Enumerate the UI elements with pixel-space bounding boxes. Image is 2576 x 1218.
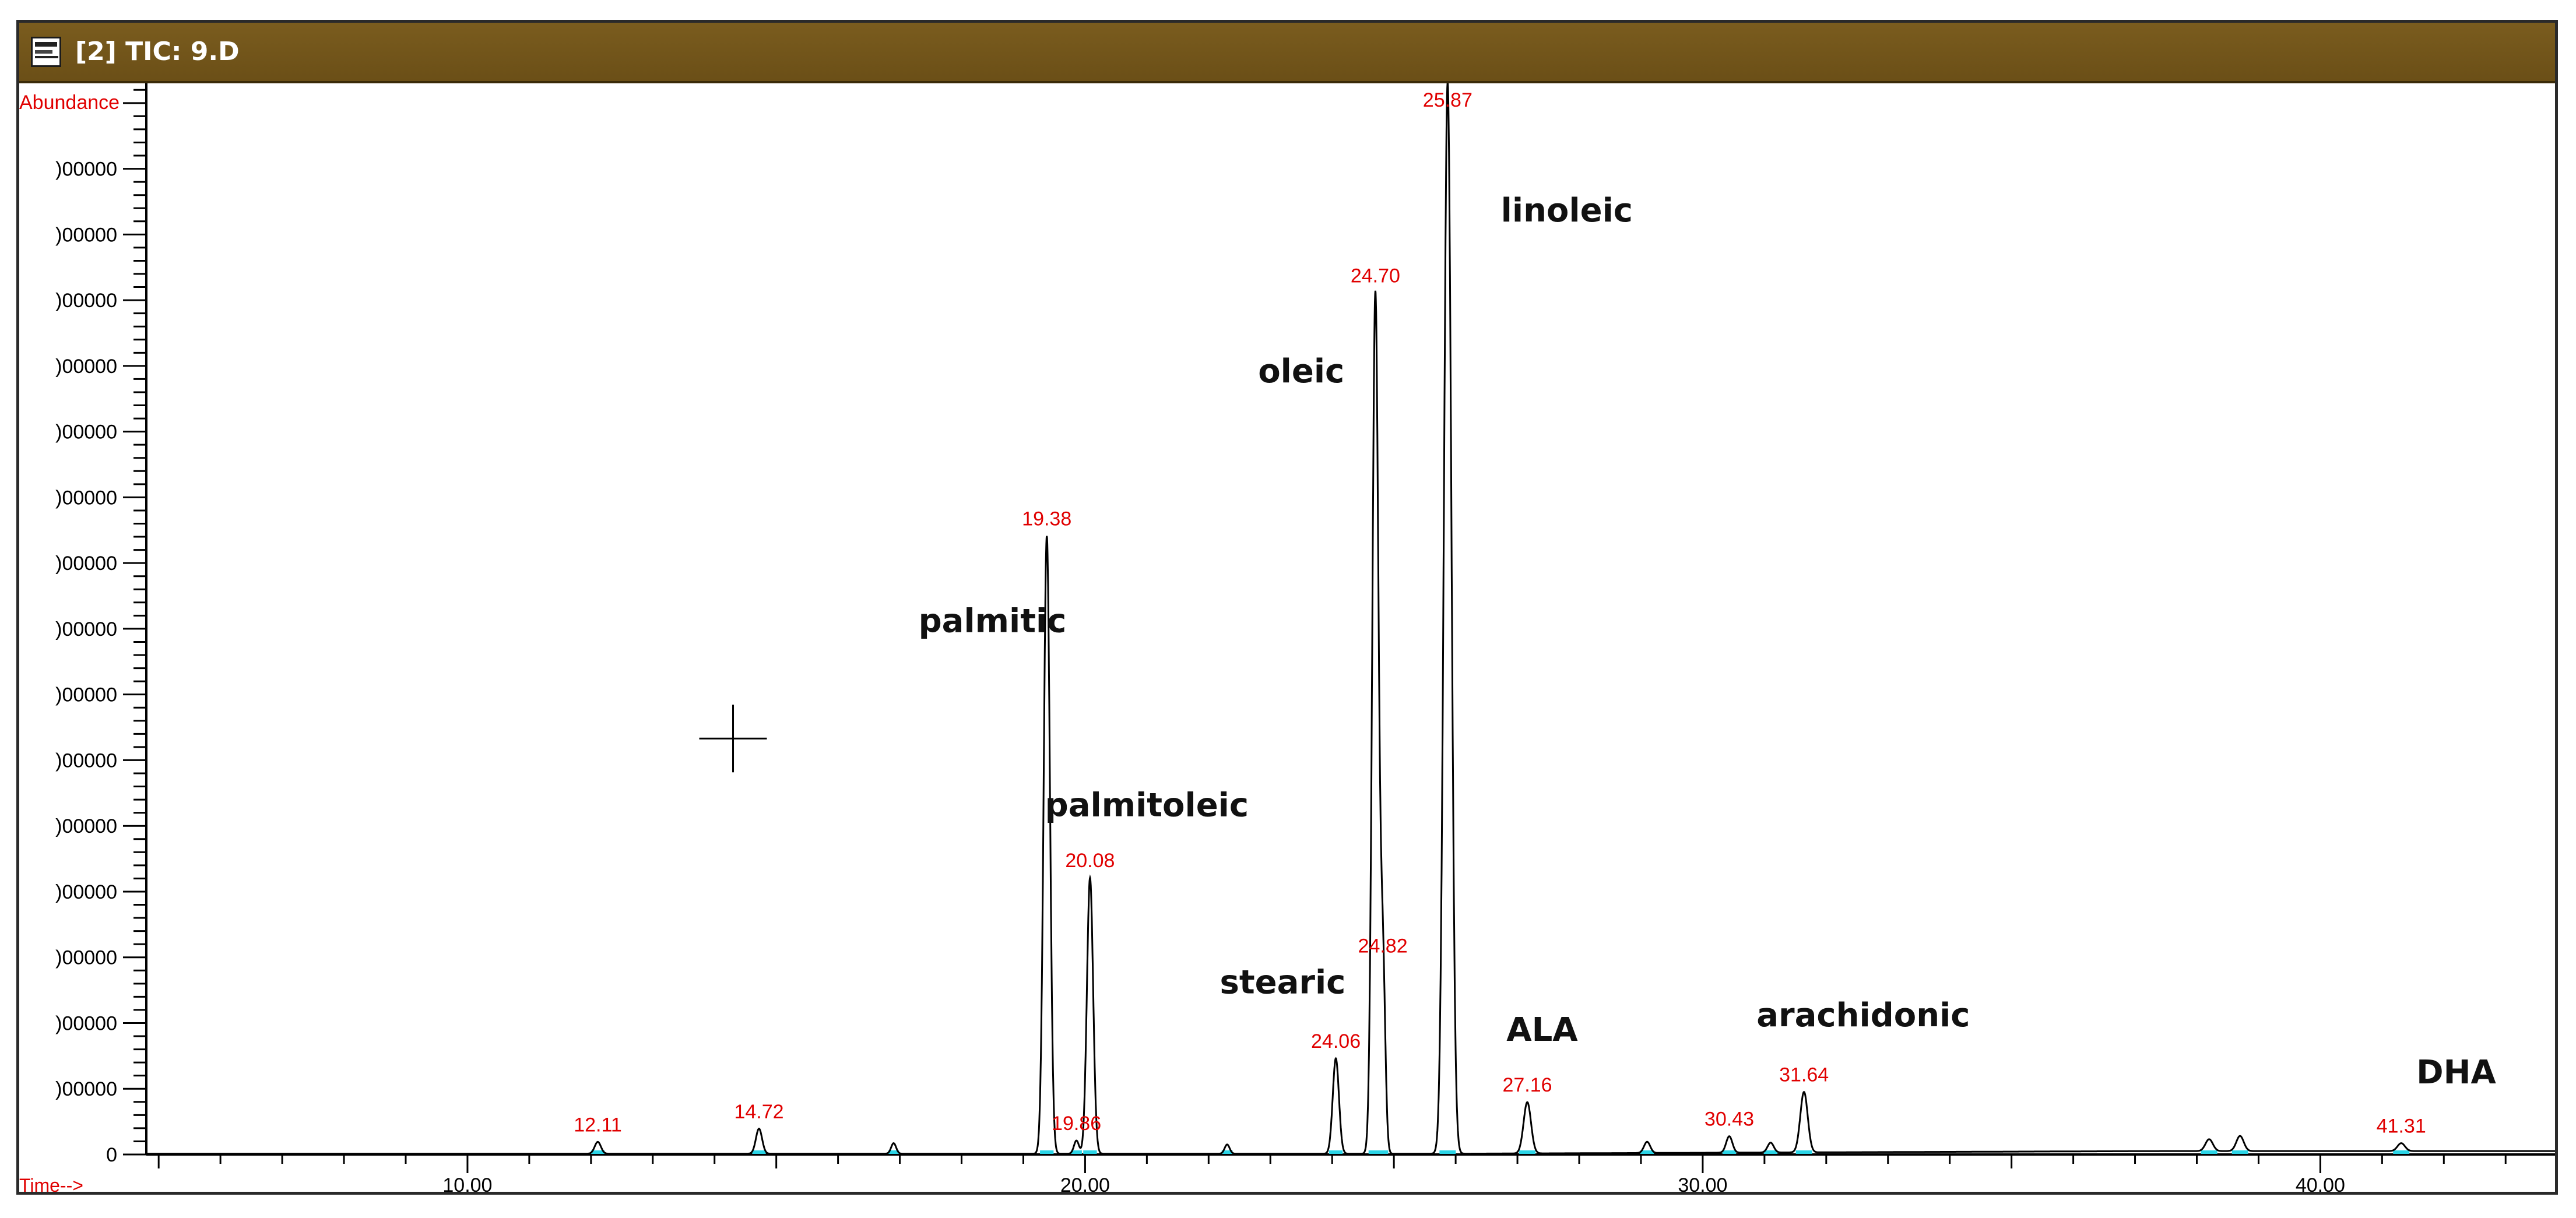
chart-area: 0 )00000 )00000 )00000 )00000 )00000 )00000 )00… bbox=[19, 83, 2555, 1192]
compound-annotation: linoleic bbox=[1501, 192, 1633, 230]
x-axis-label: Time--> bbox=[19, 1175, 83, 1192]
peak-rt-label: 12.11 bbox=[574, 1114, 622, 1136]
compound-annotation: oleic bbox=[1258, 353, 1344, 390]
y-tick-label: )00000 bbox=[55, 224, 117, 246]
y-tick-label: )00000 bbox=[55, 815, 117, 837]
y-tick-label: )00000 bbox=[55, 684, 117, 706]
peak-rt-label: 14.72 bbox=[734, 1101, 783, 1123]
y-tick-label: )00000 bbox=[55, 487, 117, 509]
x-tick-label: 40.00 bbox=[2296, 1174, 2345, 1192]
peak-rt-label: 20.08 bbox=[1065, 850, 1115, 872]
y-tick-label: )00000 bbox=[55, 290, 117, 312]
window-titlebar[interactable]: [2] TIC: 9.D bbox=[19, 23, 2555, 83]
y-tick-label: )00000 bbox=[55, 355, 117, 378]
peak-rt-label: 24.06 bbox=[1311, 1030, 1361, 1052]
tic-trace bbox=[146, 83, 2555, 1155]
y-tick-label: )00000 bbox=[55, 881, 117, 903]
y-tick-label: )00000 bbox=[55, 749, 117, 772]
y-tick-label: )00000 bbox=[55, 421, 117, 443]
peak-rt-label: 41.31 bbox=[2377, 1115, 2426, 1138]
y-tick-label: )00000 bbox=[55, 1078, 117, 1100]
window-title: [2] TIC: 9.D bbox=[75, 37, 240, 66]
y-tick-label: )00000 bbox=[55, 552, 117, 575]
y-axis-label: Abundance bbox=[19, 91, 120, 114]
x-tick-label: 30.00 bbox=[1678, 1174, 1727, 1192]
y-tick-label: )00000 bbox=[55, 947, 117, 969]
x-tick-label: 10.00 bbox=[442, 1174, 492, 1192]
compound-annotation: DHA bbox=[2416, 1054, 2496, 1092]
peak-rt-label: 25.87 bbox=[1423, 89, 1472, 111]
chromatogram-window: [2] TIC: 9.D 0 )00000 )00000 )00000 )00000 )0… bbox=[16, 20, 2558, 1195]
peak-rt-label: 24.82 bbox=[1358, 935, 1408, 957]
y-tick-label: )00000 bbox=[55, 159, 117, 181]
compound-annotation: palmitoleic bbox=[1045, 786, 1249, 824]
peak-rt-label: 24.70 bbox=[1351, 265, 1400, 287]
compound-annotation: arachidonic bbox=[1756, 997, 1970, 1034]
chromatogram-chart: 0 )00000 )00000 )00000 )00000 )00000 )00000 )00… bbox=[19, 83, 2555, 1192]
peak-rt-label: 30.43 bbox=[1705, 1108, 1754, 1131]
peak-rt-label: 31.64 bbox=[1779, 1064, 1829, 1086]
compound-annotation: ALA bbox=[1506, 1011, 1578, 1049]
y-tick-label: )00000 bbox=[55, 618, 117, 640]
peak-rt-label: 19.86 bbox=[1052, 1113, 1101, 1135]
x-tick-label: 20.00 bbox=[1060, 1174, 1110, 1192]
compound-annotation: stearic bbox=[1220, 964, 1346, 1002]
y-tick-label: 0 bbox=[106, 1144, 117, 1166]
compound-annotation: palmitic bbox=[919, 603, 1067, 640]
chromatogram-app-icon bbox=[31, 37, 61, 67]
y-tick-label: )00000 bbox=[55, 1012, 117, 1034]
peak-rt-label: 27.16 bbox=[1502, 1074, 1552, 1096]
peak-rt-label: 19.38 bbox=[1022, 508, 1071, 530]
